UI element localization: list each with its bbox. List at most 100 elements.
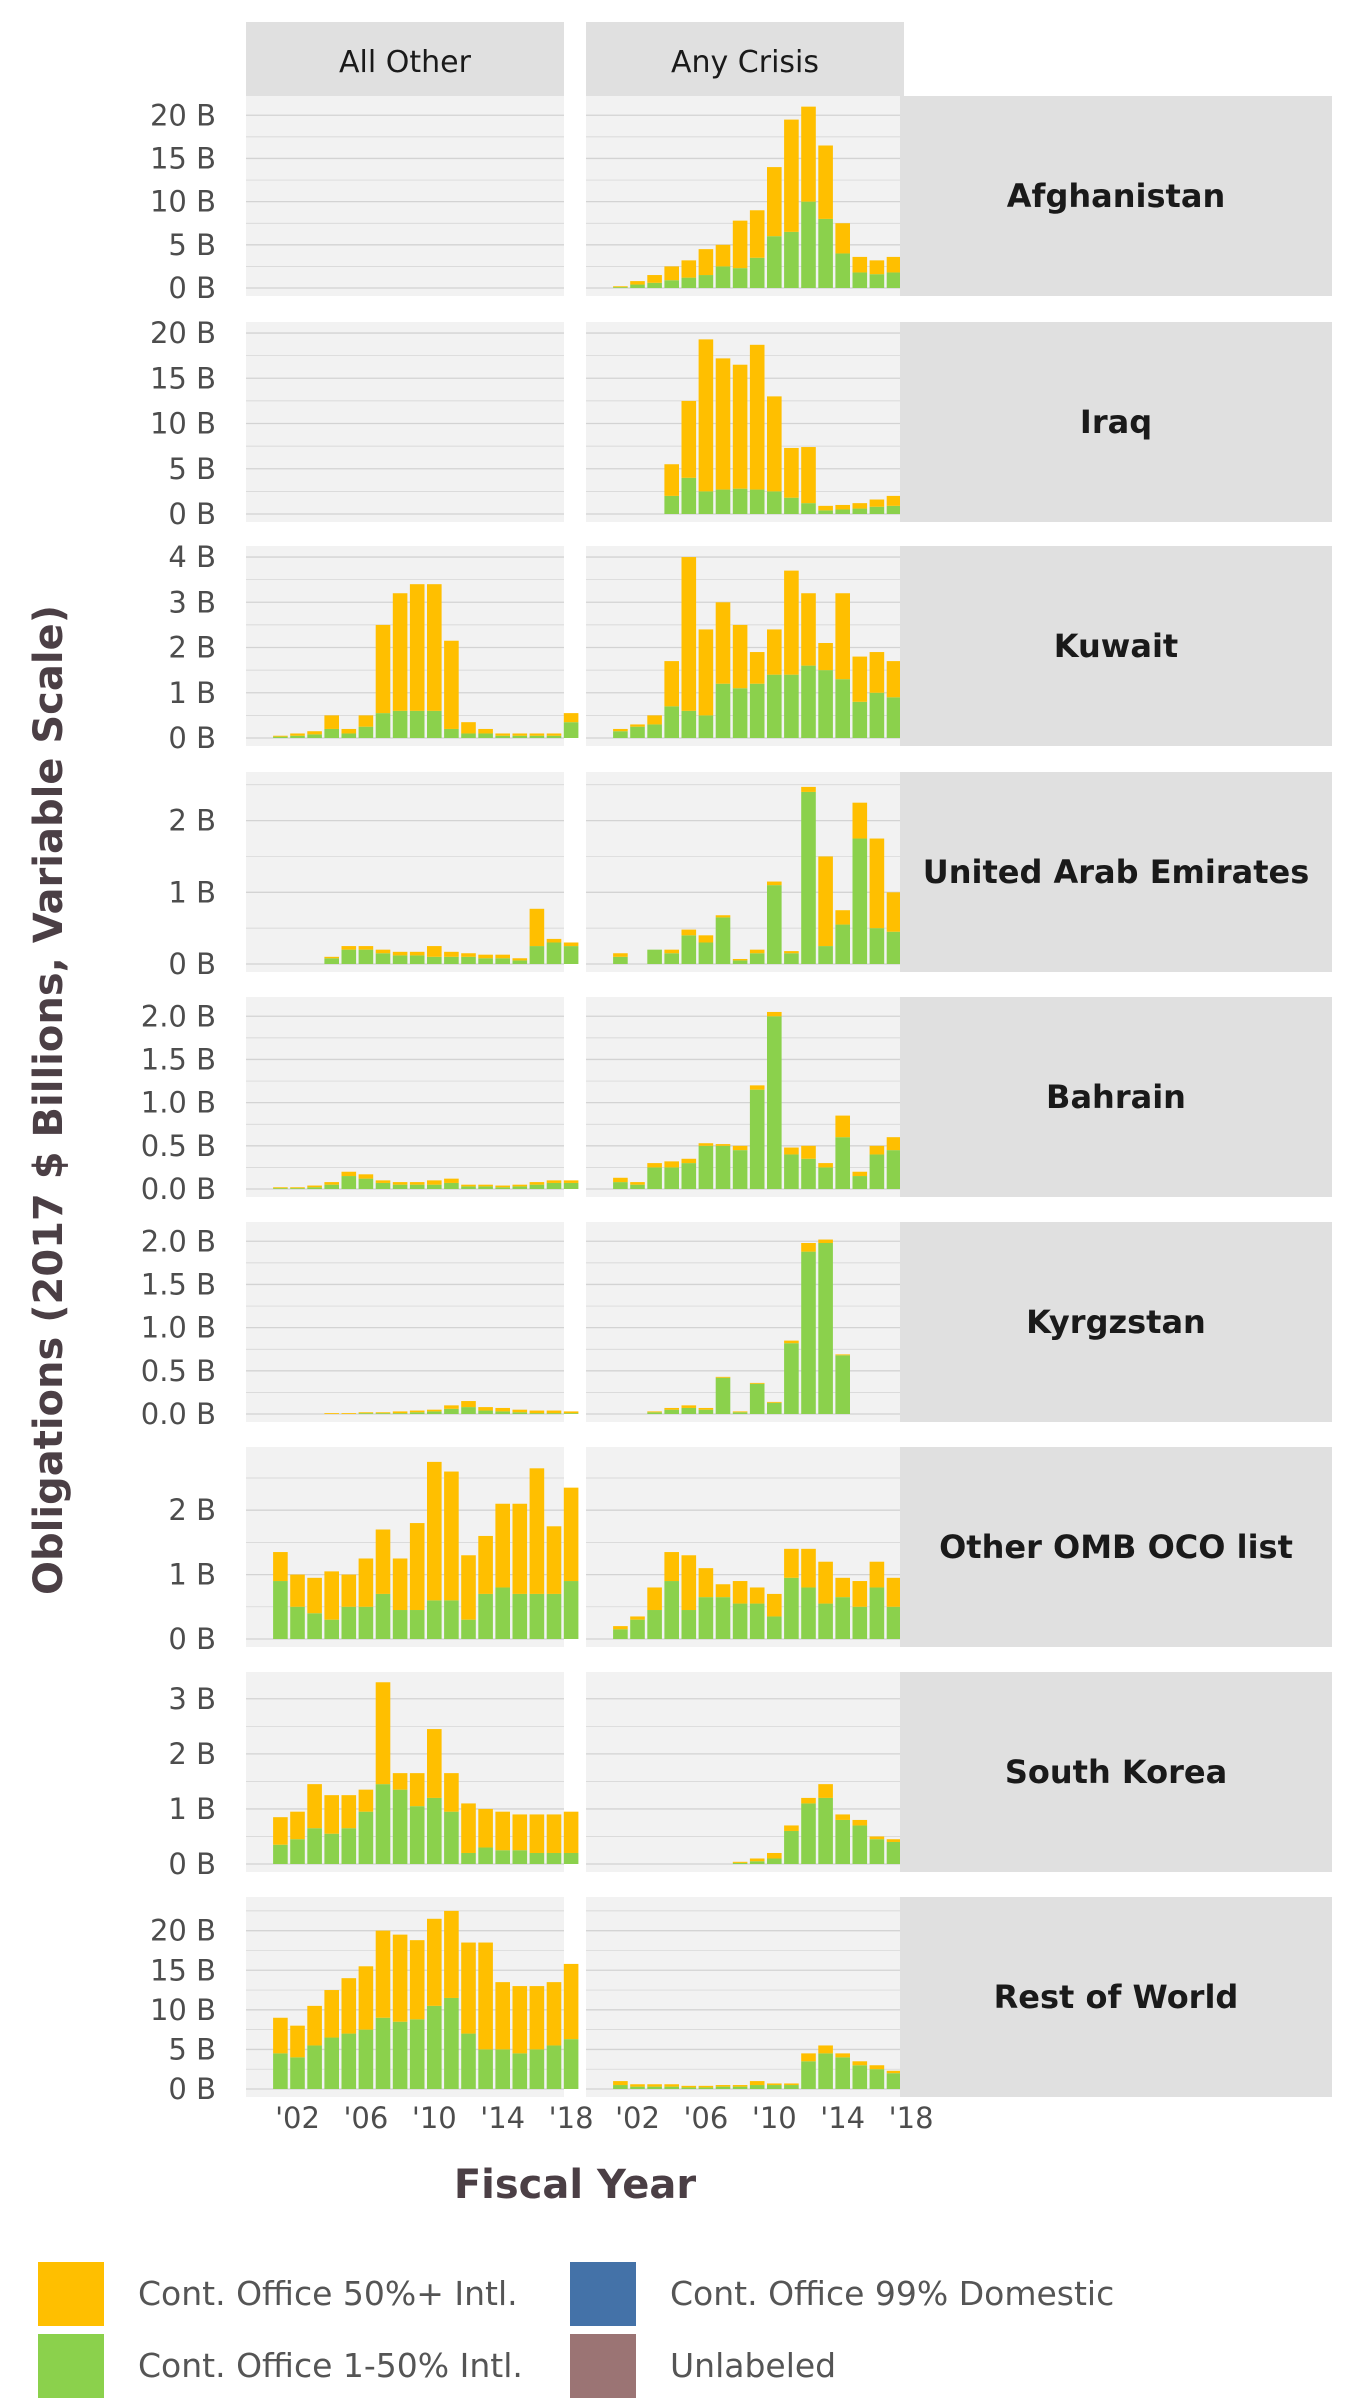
bar-6-0-2001-s0 bbox=[273, 1581, 288, 1639]
bar-3-1-2017-s0 bbox=[886, 931, 902, 964]
y-tick-label-4-1: 0.5 B bbox=[141, 1129, 216, 1163]
bar-2-0-2007-s0 bbox=[375, 713, 391, 738]
bar-8-1-2001-s1 bbox=[613, 2081, 628, 2086]
bar-2-1-2014-s0 bbox=[835, 679, 850, 738]
bar-6-0-2017-s1 bbox=[546, 1526, 562, 1594]
bar-0-1-2009-s1 bbox=[749, 210, 765, 258]
facet-row-3: 0 B 1 B 2 B United Arab Emirates bbox=[168, 772, 1332, 981]
bar-3-0-2010-s1 bbox=[427, 946, 442, 957]
bar-7-0-2017-s0 bbox=[546, 1852, 562, 1864]
bar-7-0-2005-s0 bbox=[341, 1828, 357, 1864]
bar-3-0-2008-s0 bbox=[392, 955, 408, 964]
row-strip-label-5: Kyrgzstan bbox=[1026, 1303, 1206, 1341]
bar-0-1-2003-s1 bbox=[647, 275, 662, 283]
bar-3-0-2009-s0 bbox=[409, 955, 425, 964]
bar-1-1-2014-s0 bbox=[835, 509, 850, 514]
bar-6-1-2012-s1 bbox=[801, 1548, 816, 1588]
bar-4-1-2001-s1 bbox=[613, 1177, 628, 1183]
bar-4-1-2003-s1 bbox=[647, 1163, 662, 1168]
bar-3-1-2009-s0 bbox=[749, 953, 765, 964]
row-strip-label-8: Rest of World bbox=[994, 1978, 1239, 2016]
y-tick-label-6-2: 2 B bbox=[168, 1493, 216, 1527]
bar-5-0-2008-s0 bbox=[392, 1413, 408, 1414]
y-tick-label-2-1: 1 B bbox=[168, 676, 216, 710]
bar-8-0-2013-s1 bbox=[478, 1942, 493, 2050]
bar-6-0-2008-s1 bbox=[392, 1558, 408, 1611]
facet-row-2: 0 B 1 B 2 B 3 B 4 B Kuwait bbox=[168, 540, 1332, 755]
bar-8-1-2008-s0 bbox=[732, 2086, 748, 2089]
bar-3-0-2006-s0 bbox=[358, 949, 374, 964]
bar-1-1-2006-s1 bbox=[698, 339, 714, 492]
bar-4-0-2005-s0 bbox=[341, 1176, 357, 1189]
y-tick-label-5-0: 0.0 B bbox=[141, 1397, 216, 1431]
legend-label-0: Cont. Office 50%+ Intl. bbox=[138, 2274, 518, 2313]
bar-8-1-2006-s1 bbox=[698, 2085, 714, 2088]
bar-2-0-2001-s1 bbox=[273, 735, 288, 737]
y-tick-label-4-3: 1.5 B bbox=[141, 1042, 216, 1076]
bar-0-1-2015-s0 bbox=[852, 272, 868, 288]
bar-6-0-2014-s1 bbox=[495, 1503, 510, 1588]
y-tick-label-0-3: 15 B bbox=[150, 141, 216, 175]
bar-7-0-2007-s0 bbox=[375, 1784, 391, 1864]
bar-7-0-2010-s1 bbox=[427, 1729, 442, 1798]
row-strip-label-0: Afghanistan bbox=[1007, 177, 1225, 215]
bar-1-1-2013-s0 bbox=[818, 510, 833, 514]
bar-5-0-2016-s0 bbox=[529, 1413, 545, 1414]
bar-8-1-2013-s1 bbox=[818, 2045, 833, 2054]
bar-7-0-2015-s0 bbox=[512, 1850, 528, 1864]
bar-2-0-2014-s1 bbox=[495, 733, 510, 736]
bar-1-1-2009-s1 bbox=[749, 344, 765, 490]
bar-6-1-2014-s1 bbox=[835, 1577, 850, 1598]
bar-2-1-2008-s0 bbox=[732, 688, 748, 738]
row-strip-5 bbox=[900, 1222, 1332, 1422]
y-tick-label-8-2: 10 B bbox=[150, 1993, 216, 2027]
bar-0-1-2001-s0 bbox=[613, 287, 628, 288]
bar-1-1-2010-s0 bbox=[767, 491, 782, 514]
bar-2-0-2015-s0 bbox=[512, 735, 528, 738]
bar-6-1-2012-s0 bbox=[801, 1587, 816, 1639]
bar-7-0-2011-s0 bbox=[444, 1811, 459, 1864]
bar-2-1-2009-s1 bbox=[749, 652, 765, 684]
bar-2-0-2011-s1 bbox=[444, 640, 459, 729]
bar-4-1-2006-s0 bbox=[698, 1145, 714, 1189]
legend-swatch-2 bbox=[38, 2334, 104, 2398]
y-tick-label-5-3: 1.5 B bbox=[141, 1267, 216, 1301]
bar-8-0-2018-s1 bbox=[563, 1963, 579, 2040]
bar-6-1-2011-s1 bbox=[784, 1548, 799, 1578]
bar-5-0-2006-s0 bbox=[358, 1413, 374, 1414]
bar-2-1-2001-s1 bbox=[613, 728, 628, 732]
bar-6-1-2008-s0 bbox=[732, 1603, 748, 1639]
bar-7-0-2009-s0 bbox=[409, 1806, 425, 1864]
bar-2-0-2006-s1 bbox=[358, 715, 374, 727]
bar-6-0-2009-s0 bbox=[409, 1610, 425, 1639]
bar-8-1-2009-s1 bbox=[749, 2081, 765, 2086]
bar-1-1-2005-s0 bbox=[681, 477, 697, 514]
bar-6-0-2016-s1 bbox=[529, 1468, 545, 1594]
x-tick-label-1-3: '14 bbox=[820, 2101, 865, 2135]
bar-3-0-2013-s1 bbox=[478, 954, 493, 959]
y-tick-label-8-4: 20 B bbox=[150, 1914, 216, 1948]
bar-0-1-2008-s0 bbox=[732, 268, 748, 288]
bar-2-0-2014-s0 bbox=[495, 735, 510, 738]
bar-6-0-2004-s1 bbox=[324, 1571, 339, 1620]
y-tick-label-6-1: 1 B bbox=[168, 1558, 216, 1592]
bar-8-0-2015-s0 bbox=[512, 2053, 528, 2089]
bar-2-1-2016-s1 bbox=[869, 652, 885, 693]
bar-8-1-2016-s0 bbox=[869, 2069, 885, 2089]
bar-2-1-2012-s0 bbox=[801, 665, 816, 738]
bar-3-0-2013-s0 bbox=[478, 958, 493, 964]
bar-4-0-2012-s0 bbox=[461, 1186, 476, 1189]
bar-4-1-2007-s1 bbox=[715, 1144, 731, 1146]
bar-6-0-2002-s0 bbox=[290, 1606, 305, 1639]
bar-6-0-2006-s0 bbox=[358, 1606, 374, 1639]
bar-8-1-2012-s0 bbox=[801, 2061, 816, 2089]
x-tick-label-1-1: '06 bbox=[683, 2101, 728, 2135]
bar-6-1-2006-s0 bbox=[698, 1597, 714, 1639]
bar-5-0-2007-s1 bbox=[375, 1412, 391, 1414]
bar-0-1-2003-s0 bbox=[647, 282, 662, 288]
bar-4-1-2008-s0 bbox=[732, 1150, 748, 1189]
bar-3-1-2008-s0 bbox=[732, 960, 748, 964]
bar-0-1-2004-s0 bbox=[664, 280, 679, 288]
bar-2-1-2013-s0 bbox=[818, 670, 833, 738]
